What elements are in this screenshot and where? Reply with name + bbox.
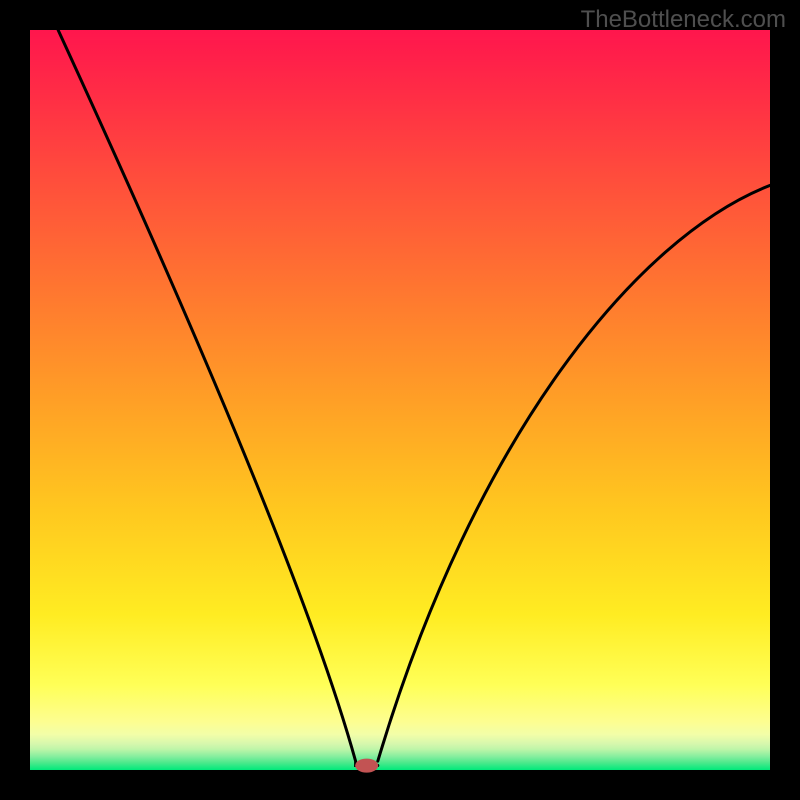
minimum-marker bbox=[355, 758, 379, 773]
chart-frame: TheBottleneck.com bbox=[0, 0, 800, 800]
plot-area bbox=[30, 30, 770, 770]
bottleneck-curve bbox=[30, 30, 770, 770]
